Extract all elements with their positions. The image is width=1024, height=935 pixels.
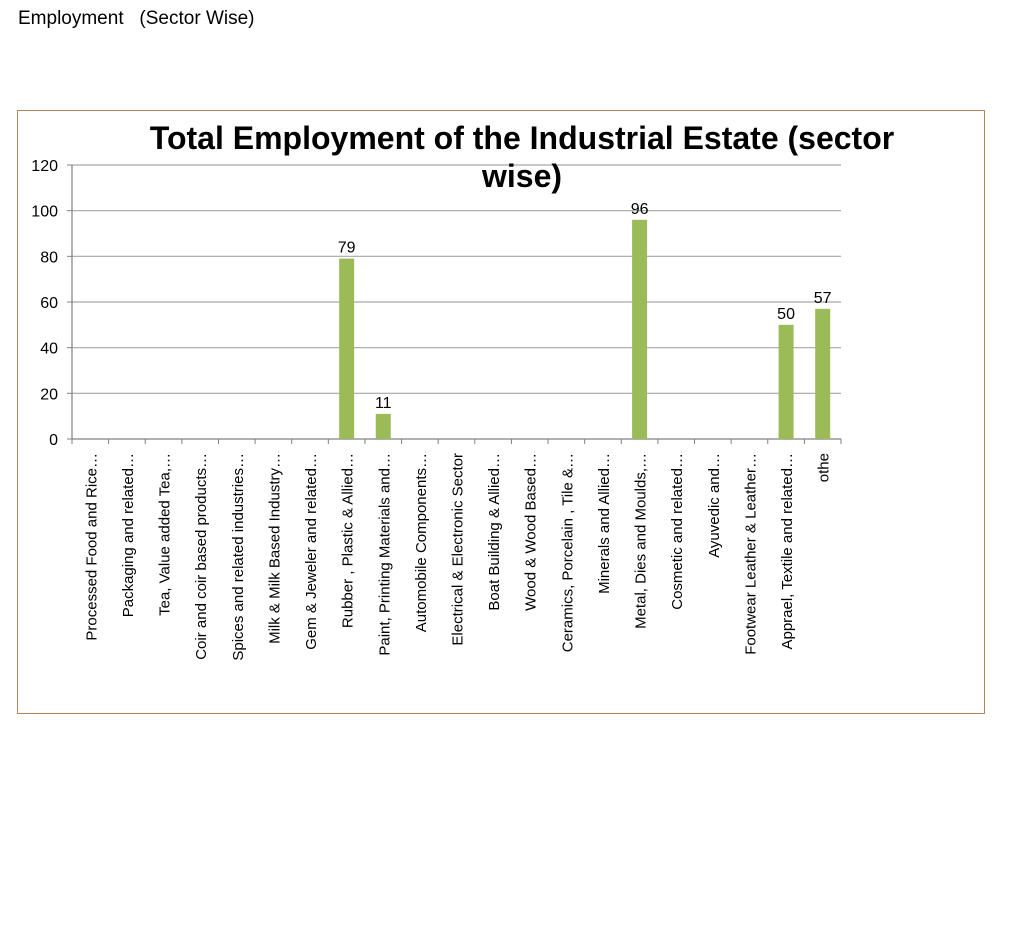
bar (375, 413, 391, 439)
bar (339, 258, 355, 439)
chart-title: Total Employment of the Industrial Estat… (149, 120, 895, 194)
category-label: Gem & Jeweler and related… (303, 453, 320, 650)
category-label: othe (816, 453, 833, 482)
y-tick-label: 20 (40, 386, 58, 403)
category-label: Wood & Wood Based… (523, 453, 540, 611)
category-label: Minerals and Allied… (596, 453, 613, 594)
category-label: Footwear Leather & Leather… (742, 453, 759, 655)
category-label: Ayuvedic and… (706, 453, 723, 558)
y-tick-label: 100 (31, 204, 58, 221)
y-tick-label: 40 (40, 341, 58, 358)
bar (778, 324, 794, 439)
y-tick-label: 60 (40, 295, 58, 312)
category-label: Processed Food and Rice… (83, 453, 100, 641)
category-label: Boat Building & Allied… (486, 453, 503, 611)
bar-chart: 0 20 40 60 80 100 120 Processed Food and Rice… P… (31, 158, 842, 661)
category-label: Coir and coir based products… (193, 453, 210, 660)
category-label: Electrical & Electronic Sector (450, 453, 467, 646)
chart-container: 0 20 40 60 80 100 120 Processed Food and Rice… P… (17, 110, 985, 714)
y-tick-label: 80 (40, 249, 58, 266)
y-tick-label: 0 (49, 432, 58, 449)
y-tick-label: 120 (31, 158, 58, 175)
data-label: 96 (631, 201, 649, 218)
data-label: 50 (777, 306, 795, 323)
category-label: Paint, Printing Materials and… (376, 453, 393, 656)
category-label: Tea, Value added Tea,… (157, 453, 174, 616)
category-label: Spices and related industries… (230, 453, 247, 661)
category-label: Ceramics, Porcelain , Tile &… (559, 453, 576, 652)
data-label: 11 (375, 395, 392, 412)
data-label: 57 (814, 290, 832, 307)
data-label: 79 (338, 240, 356, 257)
category-label: Cosmetic and related… (669, 453, 686, 610)
bar (815, 308, 831, 439)
category-label: Packaging and related… (120, 453, 137, 617)
category-label: Rubber , Plastic & Allied… (340, 453, 357, 628)
page-heading: Employment (Sector Wise) (18, 8, 255, 29)
bar (632, 219, 648, 439)
category-label: Metal, Dies and Moulds,… (633, 453, 650, 629)
category-label: Apprael, Textile and related… (779, 453, 796, 650)
category-label: Automobile Components… (413, 453, 430, 632)
category-label: Milk & Milk Based Industry… (266, 453, 283, 644)
